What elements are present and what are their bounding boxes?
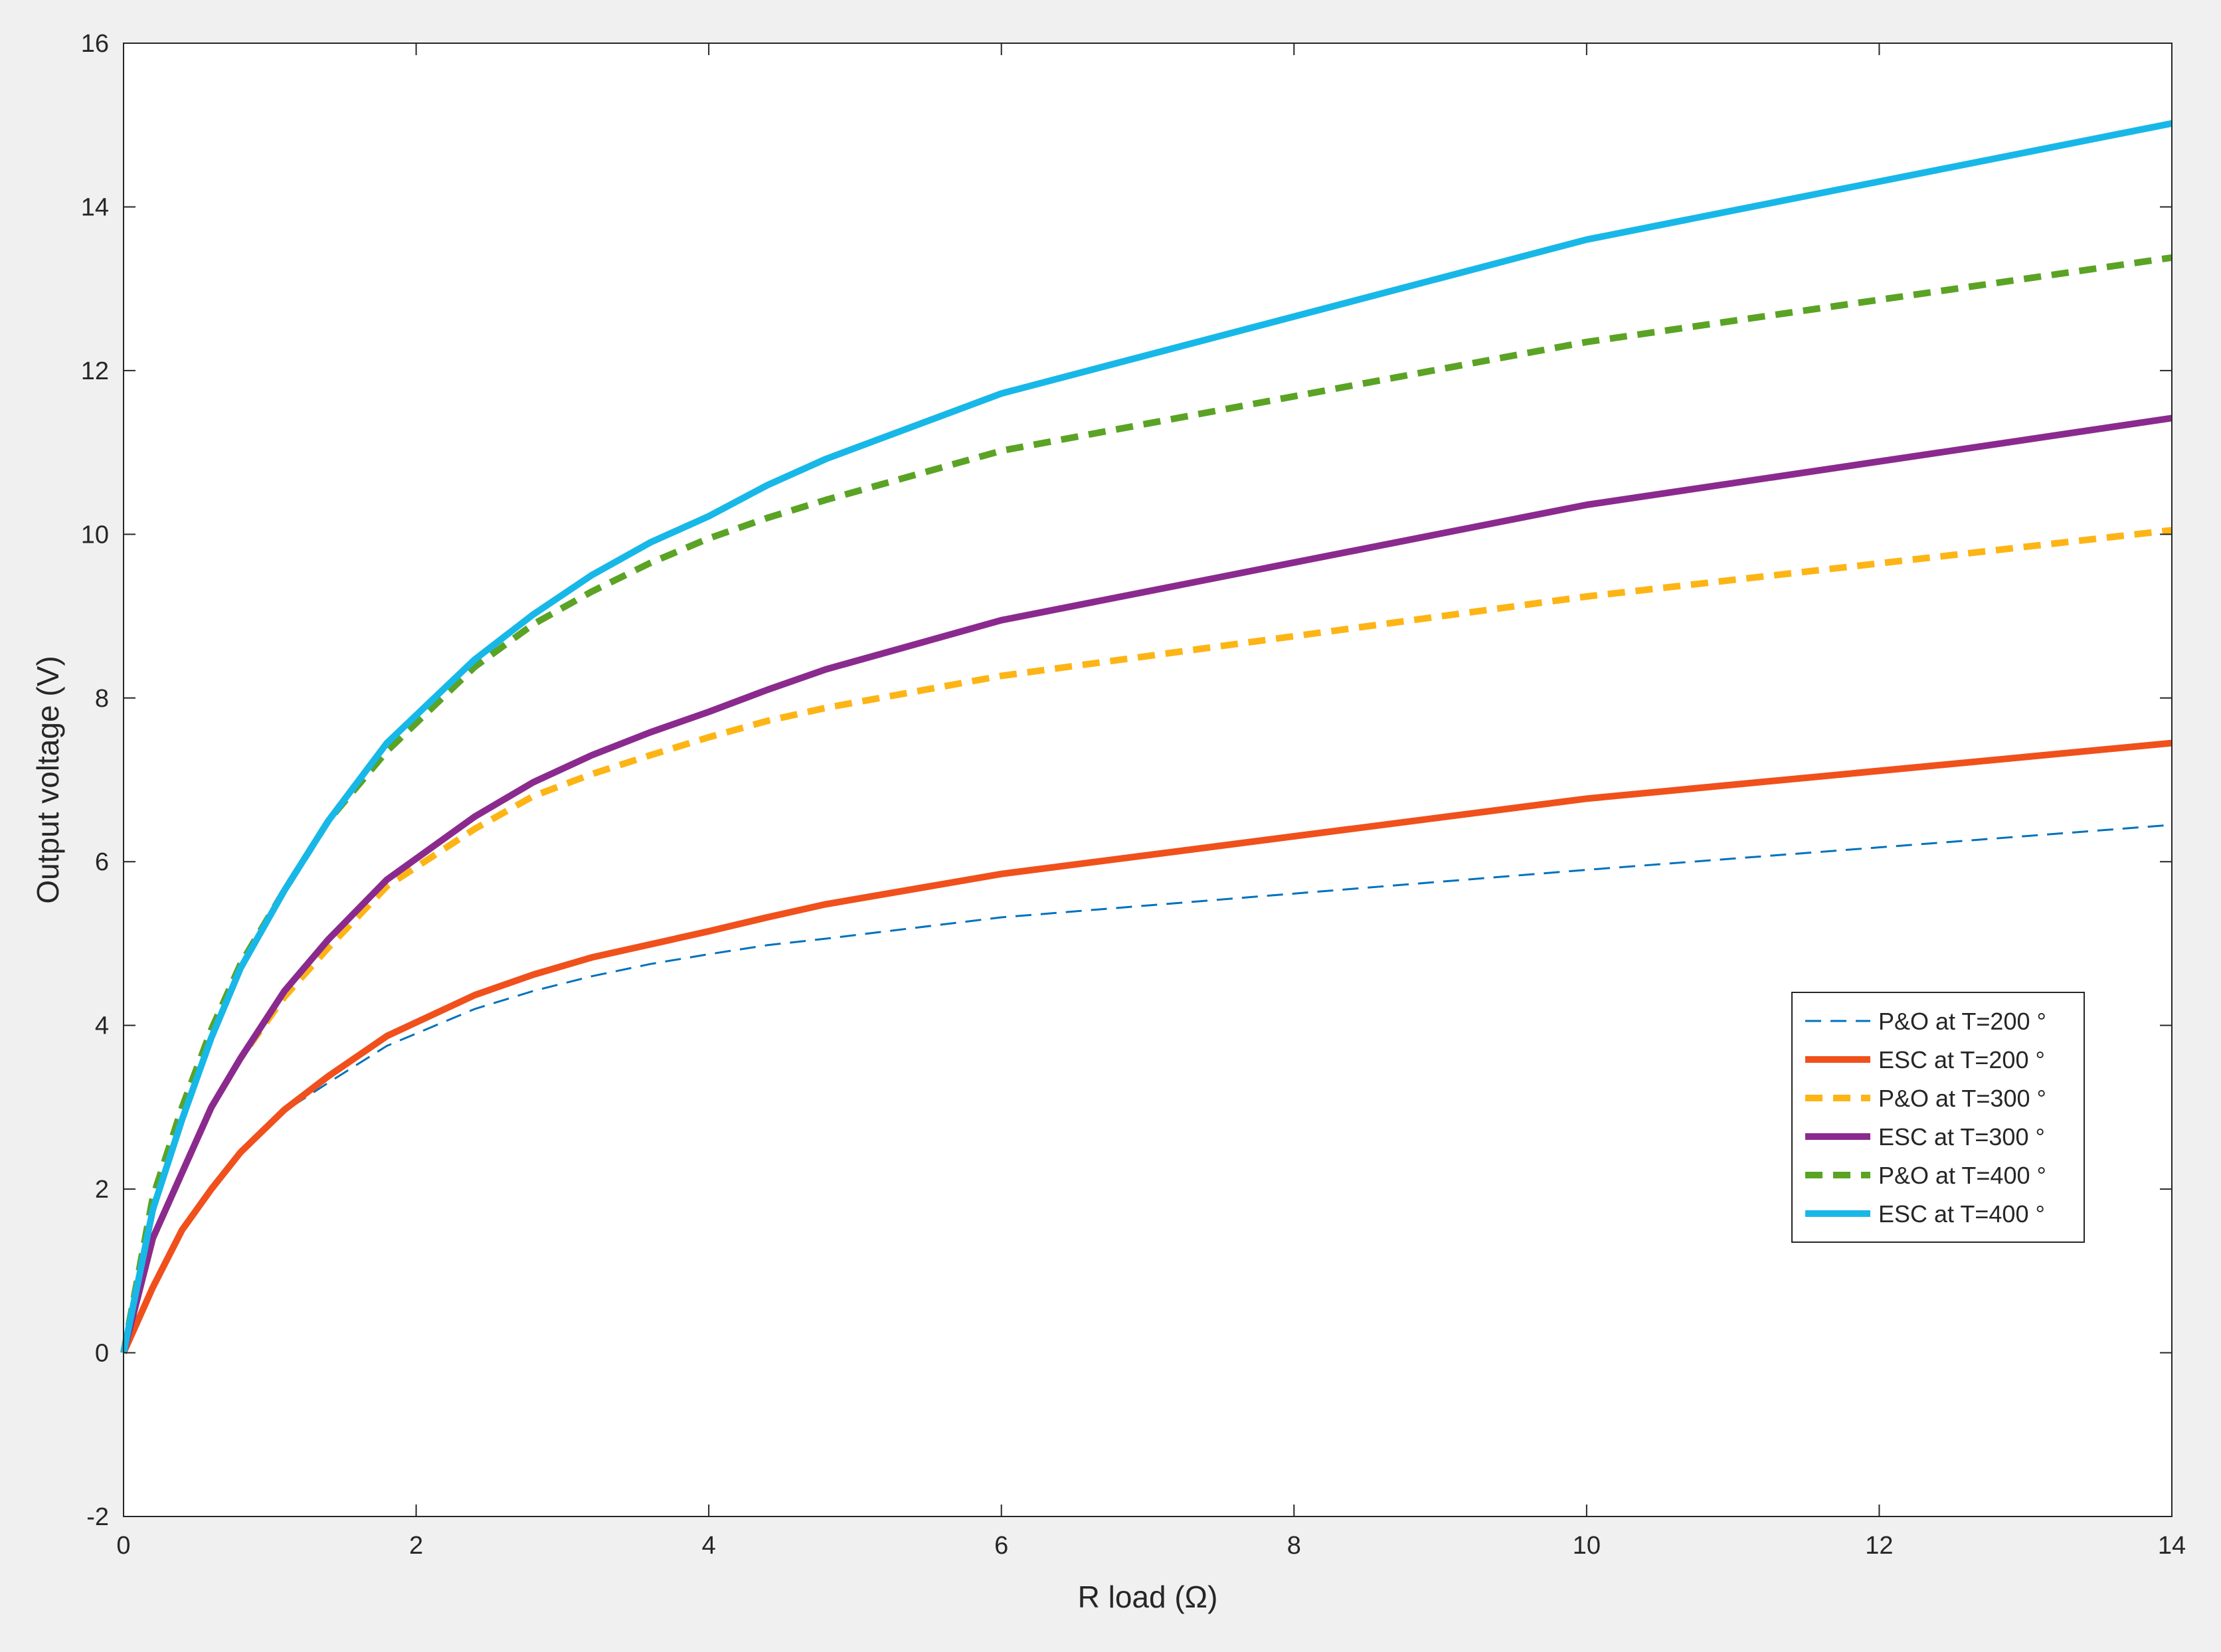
y-tick-label: 14	[81, 193, 109, 221]
y-axis-label: Output voltage (V)	[31, 656, 65, 903]
x-tick-label: 10	[1573, 1532, 1601, 1560]
y-tick-label: 8	[95, 685, 109, 713]
series-line-4	[120, 414, 2173, 1354]
x-tick-label: 8	[1287, 1532, 1301, 1560]
x-tick-label: 14	[2158, 1532, 2186, 1560]
y-tick-label: 0	[95, 1340, 109, 1368]
y-tick-label: 6	[95, 848, 109, 876]
axes-box	[123, 43, 2173, 1517]
series-line-6	[120, 120, 2173, 1354]
x-tick-label: 4	[702, 1532, 716, 1560]
series-line-2	[120, 739, 2173, 1354]
x-axis-label: R load (Ω)	[1078, 1580, 1218, 1614]
x-tick-label: 0	[116, 1532, 130, 1560]
y-tick-label: 10	[81, 521, 109, 549]
series-layer	[120, 120, 2173, 1354]
legend-entry: P&O at T=200 °	[1878, 1008, 2046, 1035]
legend-entry: ESC at T=200 °	[1878, 1046, 2045, 1073]
x-tick-label: 2	[409, 1532, 423, 1560]
y-tick-label: 16	[81, 30, 109, 58]
y-tick-label: 2	[95, 1176, 109, 1204]
legend-entry: P&O at T=400 °	[1878, 1162, 2046, 1189]
legend-entry: ESC at T=300 °	[1878, 1123, 2045, 1150]
y-tick-label: -2	[86, 1503, 109, 1531]
legend-box	[1791, 992, 2085, 1243]
legend-entry: P&O at T=300 °	[1878, 1085, 2046, 1112]
plot-area	[124, 43, 2172, 1516]
y-tick-label: 4	[95, 1012, 109, 1040]
legend: P&O at T=200 ° ESC at T=200 ° P&O at T=300…	[1791, 992, 2085, 1243]
y-tick-label: 12	[81, 357, 109, 385]
x-tick-label: 12	[1865, 1532, 1893, 1560]
x-tick-label: 6	[994, 1532, 1008, 1560]
series-line-3	[120, 527, 2173, 1354]
legend-entry: ESC at T=400 °	[1878, 1200, 2045, 1228]
